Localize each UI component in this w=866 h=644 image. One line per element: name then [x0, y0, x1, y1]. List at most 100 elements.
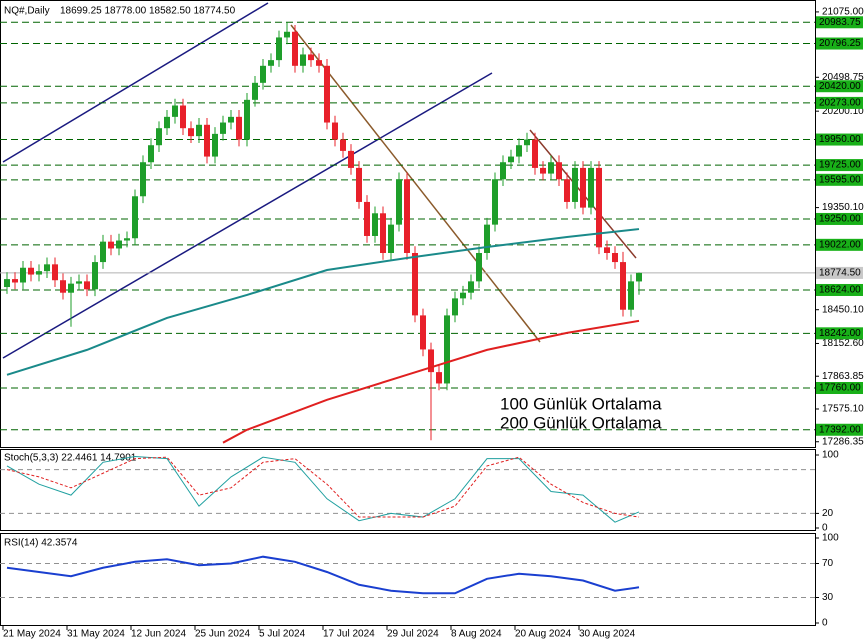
x-tick-label: 31 May 2024: [67, 629, 125, 640]
y-tick-label: 20200.10: [822, 106, 864, 117]
candle-body: [276, 37, 282, 61]
candle-body: [428, 349, 434, 373]
candle-body: [52, 264, 58, 281]
level-label: 18242.00: [819, 328, 861, 339]
candle-body: [28, 267, 34, 275]
y-tick-label: 19350.10: [822, 202, 864, 213]
moving-average: [222, 319, 640, 444]
candle-body: [484, 224, 490, 253]
level-label: 19725.00: [819, 160, 861, 171]
candle-body: [468, 281, 474, 293]
level-box: [816, 283, 863, 296]
level-label: 19595.00: [819, 174, 861, 185]
level-box: [816, 37, 863, 50]
stoch-title: Stoch(5,3,3) 22.4461 14.7901: [4, 453, 137, 464]
candle-body: [108, 241, 114, 249]
rsi-title: RSI(14) 42.3574: [4, 538, 78, 549]
frames: [0, 0, 816, 626]
level-label: 20983.75: [819, 17, 861, 28]
y-tick-label: 17286.35: [822, 436, 864, 447]
level-box: [816, 327, 863, 340]
candle-body: [372, 213, 378, 236]
level-box: [816, 133, 863, 146]
candle-body: [436, 372, 442, 384]
level-box: [816, 173, 863, 186]
candle-body: [340, 139, 346, 151]
candle-body: [252, 82, 258, 100]
candle-body: [196, 124, 202, 137]
x-tick-label: 21 May 2024: [3, 629, 61, 640]
candle-body: [348, 150, 354, 168]
y-tick-label: 20: [822, 508, 834, 519]
candle-body: [292, 31, 298, 66]
legend-label: 200 Günlük Ortalama: [500, 413, 662, 432]
candle-body: [244, 99, 250, 140]
level-label: 19950.00: [819, 134, 861, 145]
candle-body: [132, 196, 138, 239]
candle-body: [228, 116, 234, 123]
candle-body: [4, 279, 10, 288]
x-tick-label: 17 Jul 2024: [323, 629, 375, 640]
y-tick-label: 21075.00: [822, 7, 864, 18]
y-tick-label: 70: [822, 558, 834, 569]
x-tick-label: 25 Jun 2024: [195, 629, 250, 640]
level-box: [816, 382, 863, 395]
candle-body: [364, 201, 370, 236]
candle-body: [76, 281, 82, 284]
candle-body: [316, 60, 322, 66]
candle-body: [116, 240, 122, 249]
level-box: [816, 16, 863, 29]
y-tick-label: 18152.60: [822, 338, 864, 349]
candle-body: [60, 280, 66, 293]
candle-body: [260, 65, 266, 83]
candle-body: [284, 31, 290, 38]
candle-body: [212, 133, 218, 157]
trend-line: [290, 24, 541, 343]
rsi-frame: [0, 533, 816, 626]
candle-body: [140, 162, 146, 197]
candle-body: [84, 281, 90, 290]
candle-body: [540, 167, 546, 174]
level-label: 19250.00: [819, 214, 861, 225]
indicator-line: [6, 555, 640, 595]
main-frame: [0, 0, 816, 448]
y-tick-label: 17575.10: [822, 404, 864, 415]
candle-body: [332, 122, 338, 140]
moving-average: [6, 228, 640, 376]
candle-body: [124, 238, 130, 241]
candle-body: [524, 139, 530, 146]
y-tick-label: 100: [822, 450, 839, 461]
candle-body: [180, 105, 186, 129]
y-tick-label: 100: [822, 533, 839, 544]
candle-body: [44, 264, 50, 272]
x-tick-label: 30 Aug 2024: [579, 629, 636, 640]
candle-body: [628, 281, 634, 310]
candle-body: [156, 128, 162, 146]
candle-body: [324, 65, 330, 123]
level-box: [816, 212, 863, 225]
candle-body: [236, 116, 242, 140]
level-label: 17760.00: [819, 383, 861, 394]
candle-body: [460, 292, 466, 299]
level-label: 17392.00: [819, 424, 861, 435]
candle-body: [500, 162, 506, 180]
candle-body: [220, 122, 226, 134]
candle-body: [396, 179, 402, 225]
candle-body: [164, 116, 170, 129]
candle-body: [188, 128, 194, 137]
candle-body: [588, 167, 594, 208]
candle-body: [268, 60, 274, 66]
candle-body: [356, 167, 362, 202]
y-tick-label: 18450.10: [822, 304, 864, 315]
y-tick-label: 0: [822, 618, 828, 629]
candle-body: [636, 272, 642, 282]
candle-body: [444, 315, 450, 384]
level-box: [816, 159, 863, 172]
candle-body: [508, 156, 514, 163]
x-tick-label: 29 Jul 2024: [387, 629, 439, 640]
candle-body: [100, 241, 106, 263]
current-price-label: 18774.50: [819, 268, 861, 279]
candle-body: [580, 167, 586, 208]
